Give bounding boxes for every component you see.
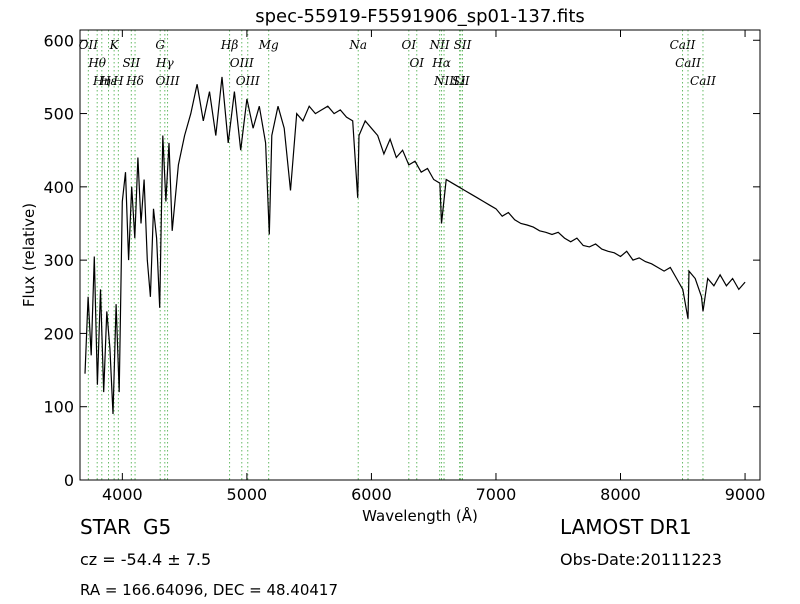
object-class: STAR: [80, 515, 131, 539]
spectral-line-label: OI: [409, 56, 424, 70]
spectral-line-label: SII: [122, 56, 140, 70]
spectral-line-label: Hη: [92, 74, 111, 88]
spectral-line-label: OIII: [230, 56, 254, 70]
spectral-line-label: OI: [402, 38, 417, 52]
spectral-line-label: G: [155, 38, 165, 52]
y-tick-label: 600: [43, 31, 74, 50]
y-tick-label: 200: [43, 324, 74, 343]
y-tick-label: 500: [43, 105, 74, 124]
y-tick-label: 300: [43, 251, 74, 270]
spectral-line-label: SII: [452, 74, 470, 88]
spectral-line-label: Hβ: [220, 38, 238, 52]
spectral-line-label: K: [109, 38, 120, 52]
x-tick-label: 6000: [351, 485, 392, 504]
coordinates: RA = 166.64096, DEC = 48.40417: [80, 581, 338, 599]
obs-date: Obs-Date:20111223: [560, 550, 722, 569]
spectral-line-label: H: [112, 74, 124, 88]
spectral-line-label: CaII: [690, 74, 716, 88]
y-tick-label: 100: [43, 398, 74, 417]
chart-title: spec-55919-F5591906_sp01-137.fits: [255, 6, 585, 27]
spectral-line-label: Li: [453, 74, 466, 88]
x-axis-label: Wavelength (Å): [362, 506, 478, 525]
spectral-line-label: Na: [348, 38, 367, 52]
spectral-line-label: Hδ: [125, 74, 144, 88]
x-tick-label: 9000: [725, 485, 766, 504]
object-subclass: G5: [143, 515, 171, 539]
spectral-line-label: Hθ: [87, 56, 106, 70]
spectral-line-label: Hα: [431, 56, 451, 70]
y-tick-label: 0: [64, 471, 74, 490]
x-tick-label: 4000: [102, 485, 143, 504]
spectral-line-label: SII: [454, 38, 472, 52]
spectral-line-label: Hγ: [155, 56, 174, 70]
x-tick-label: 5000: [227, 485, 268, 504]
spectral-line-label: NII: [429, 38, 450, 52]
spectral-line-label: OIII: [156, 74, 180, 88]
spectral-line-label: OII: [79, 38, 99, 52]
spectral-line-label: NII: [433, 74, 454, 88]
spectrum-line: [84, 76, 746, 415]
spectral-line-label: Mg: [258, 38, 279, 52]
spectral-line-label: Hε: [99, 74, 117, 88]
x-tick-label: 7000: [476, 485, 517, 504]
spectral-line-label: CaII: [670, 38, 696, 52]
redshift: cz = -54.4 ± 7.5: [80, 550, 211, 569]
x-tick-label: 8000: [600, 485, 641, 504]
plot-frame: [79, 29, 761, 481]
y-tick-label: 400: [43, 178, 74, 197]
spectral-line-label: OIII: [236, 74, 260, 88]
y-axis-label: Flux (relative): [20, 203, 38, 307]
survey: LAMOST DR1: [560, 515, 692, 539]
spectral-line-label: CaII: [675, 56, 701, 70]
